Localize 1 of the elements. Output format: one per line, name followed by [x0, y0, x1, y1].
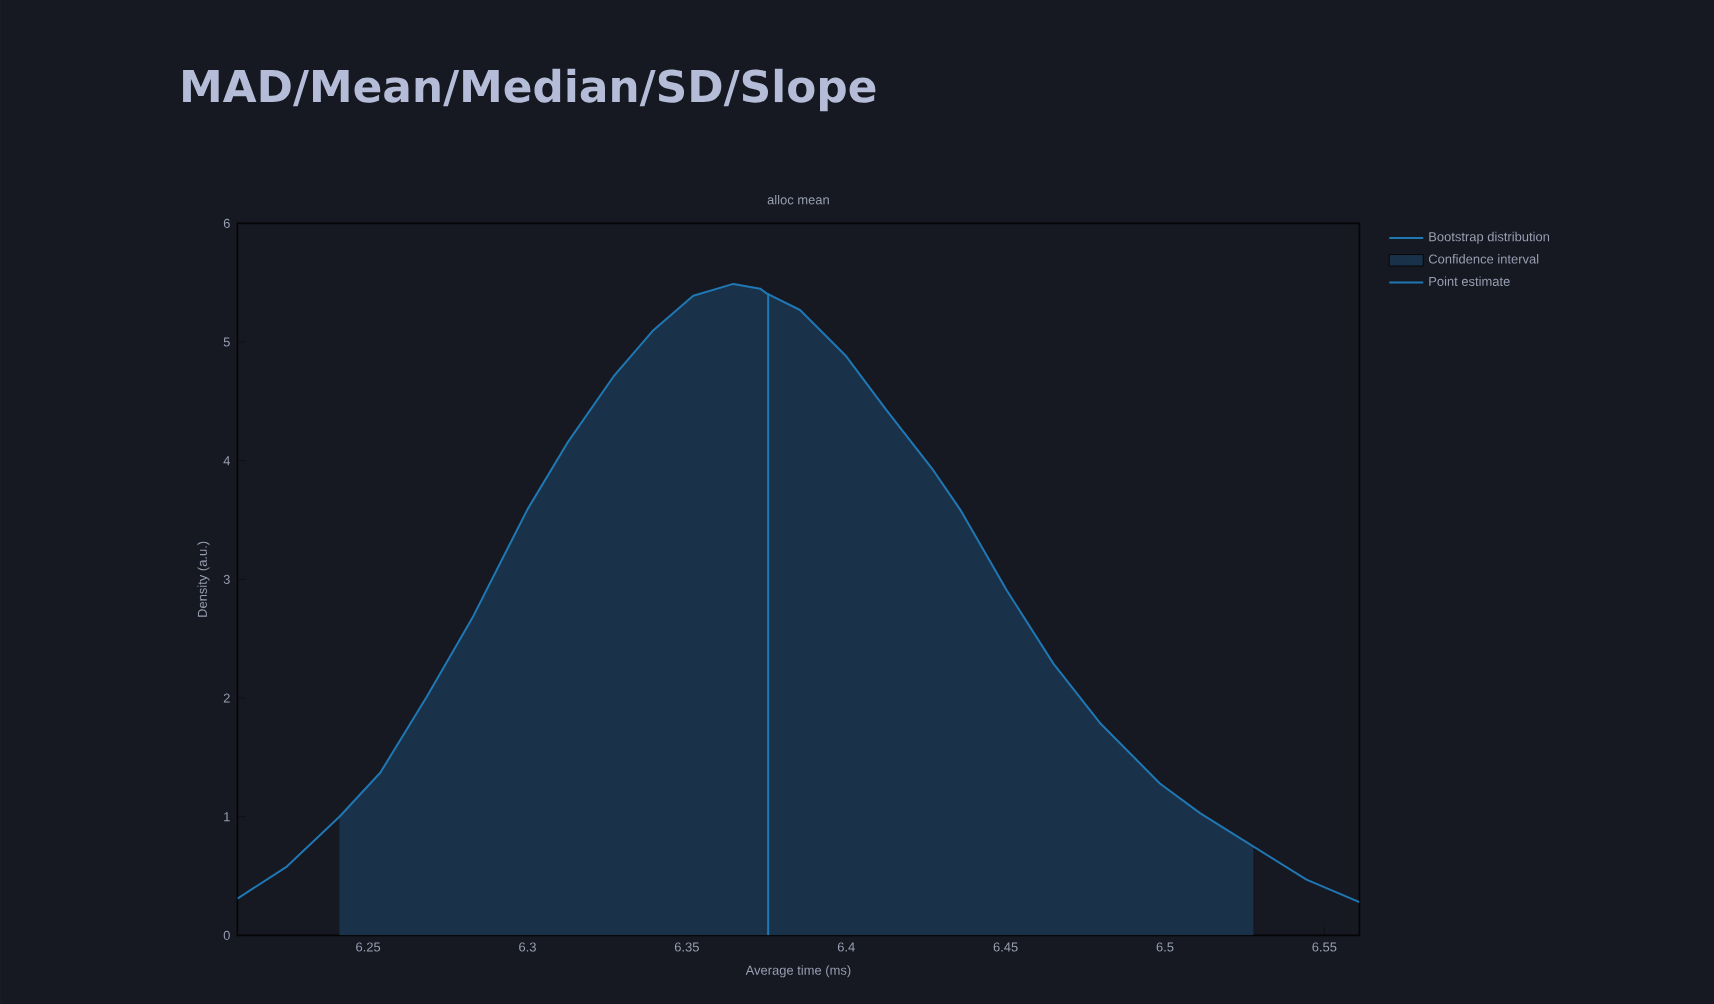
chart-title: MAD/Mean/Median/SD/Slope [183, 68, 876, 112]
